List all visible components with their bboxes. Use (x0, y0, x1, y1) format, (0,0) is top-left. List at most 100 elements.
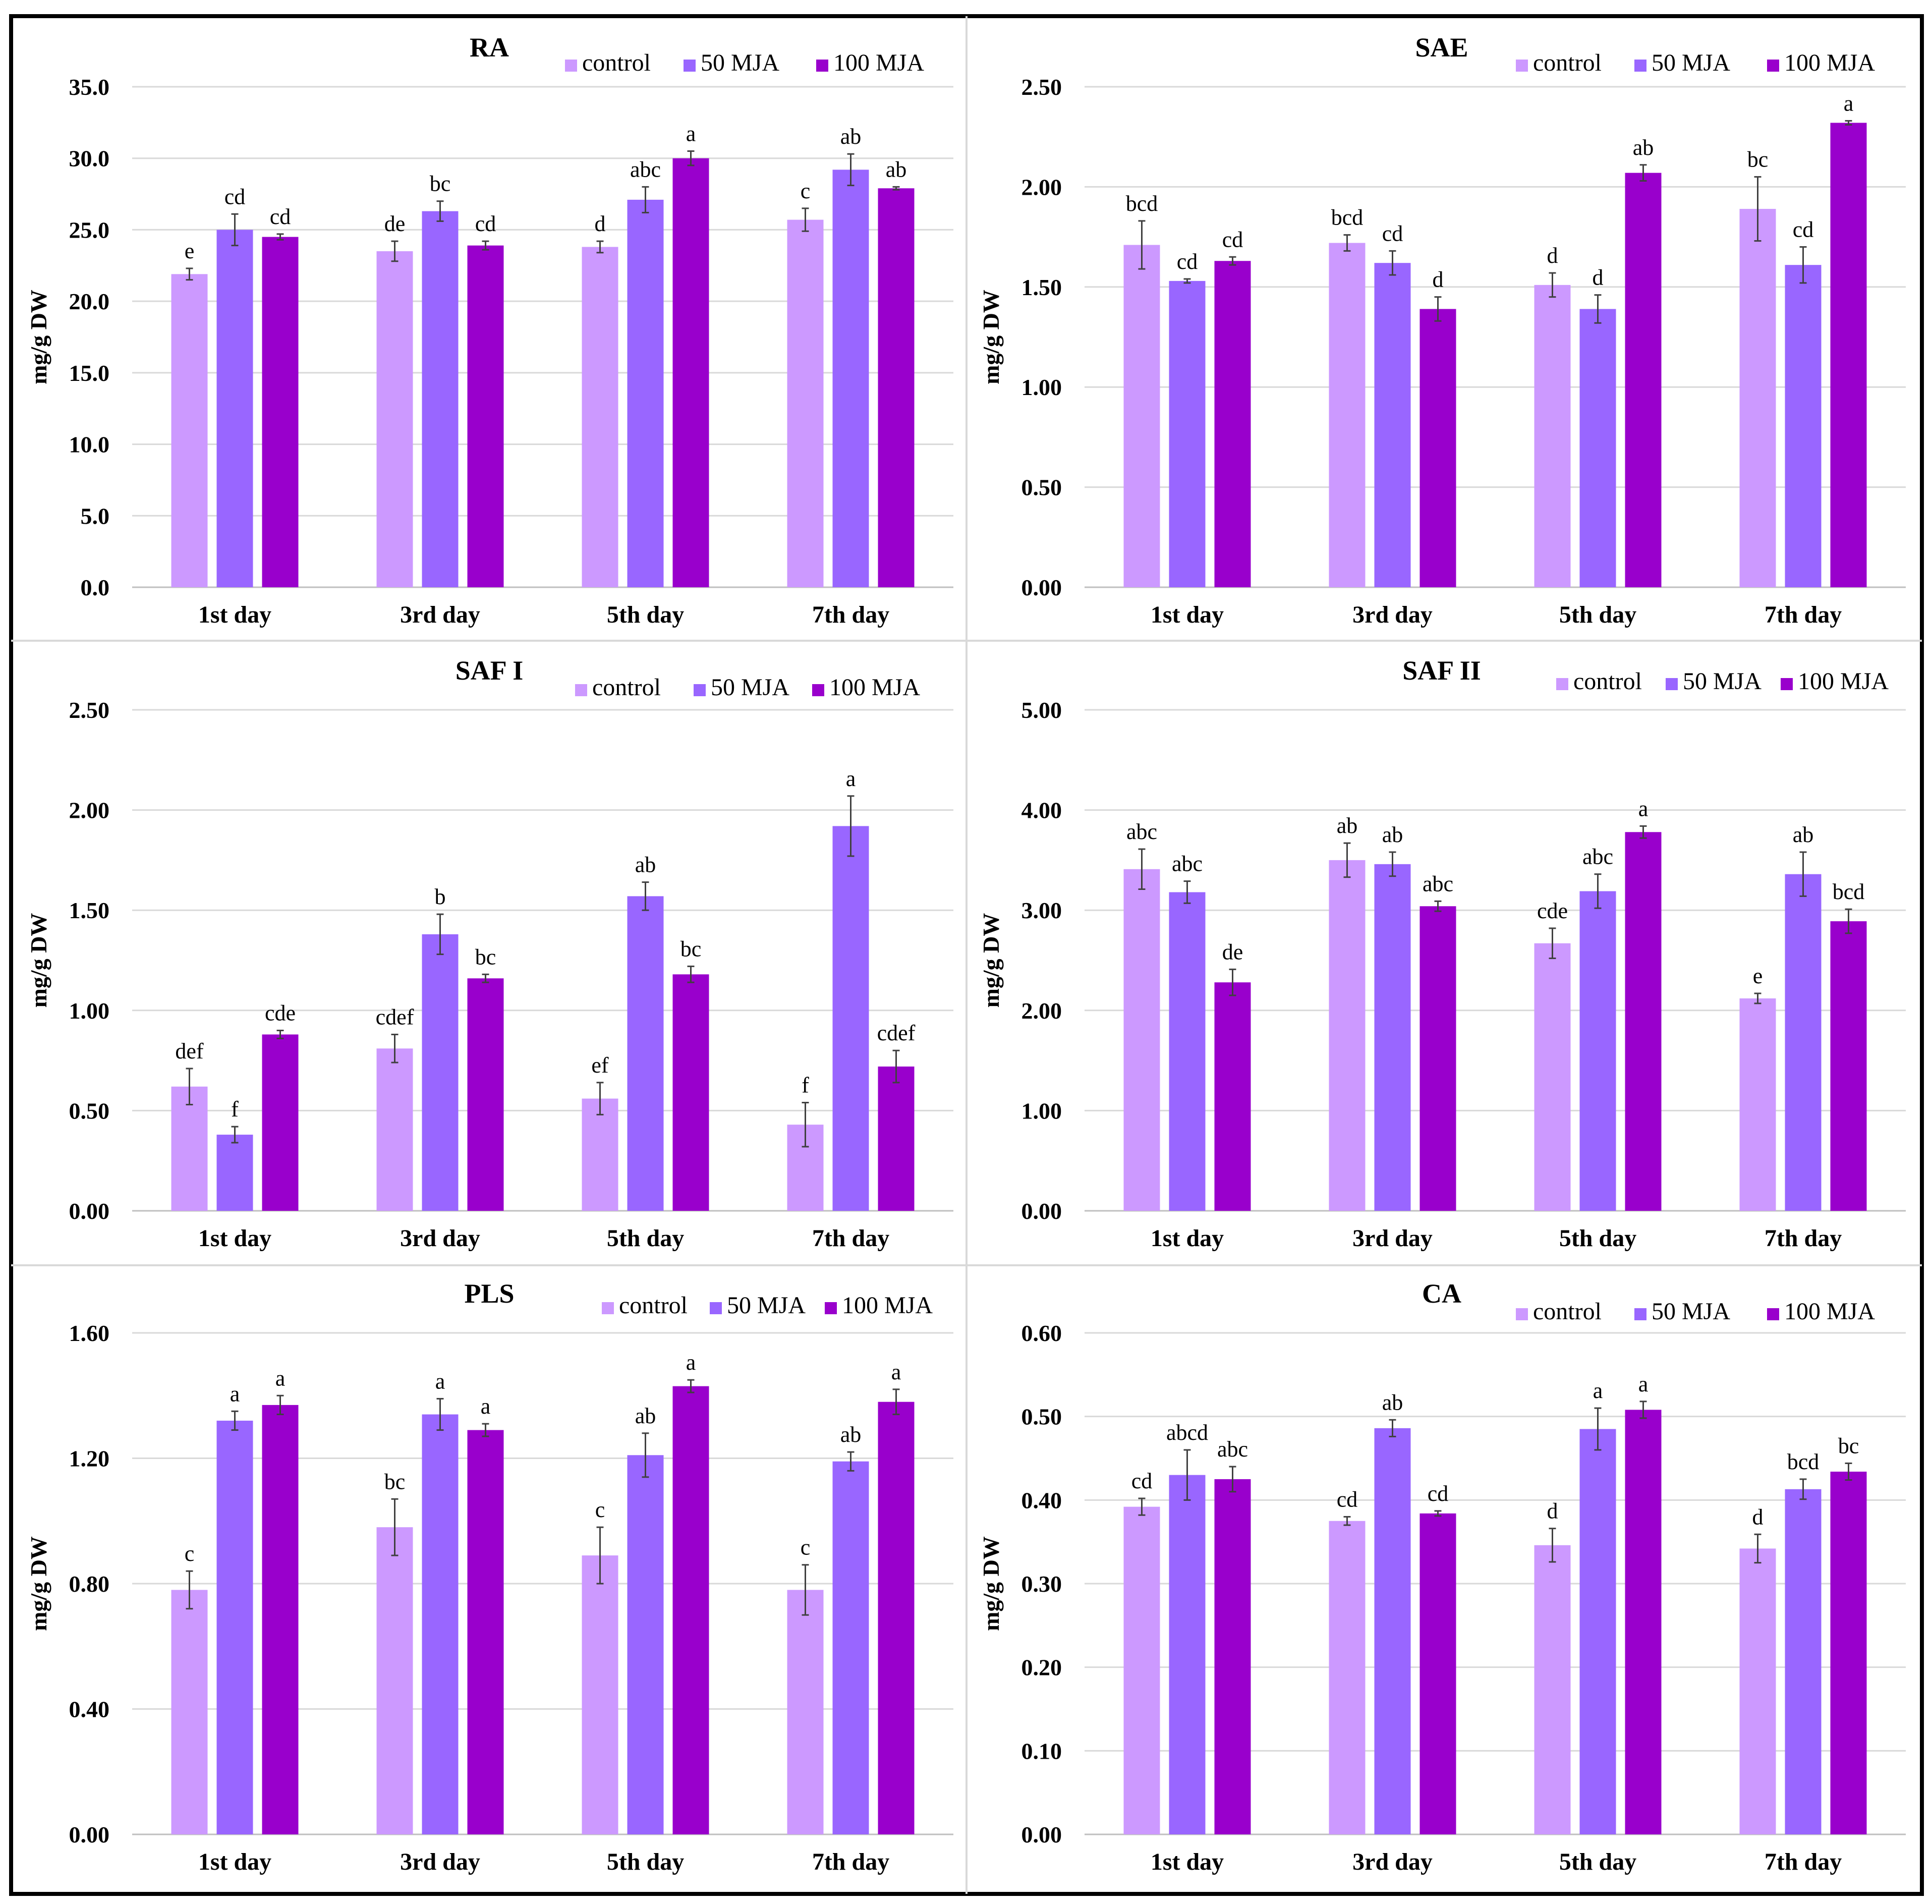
significance-label: d (1752, 1504, 1764, 1529)
legend-swatch-2 (1781, 678, 1793, 690)
y-tick-label: 0.40 (1021, 1487, 1062, 1513)
bar (1739, 1548, 1776, 1834)
bar (627, 896, 664, 1211)
legend-label-0: control (619, 1292, 688, 1319)
bar (1374, 1428, 1411, 1834)
x-tick-label: 7th day (812, 1849, 889, 1875)
legend-swatch-0 (602, 1302, 614, 1314)
x-tick-label: 5th day (607, 601, 684, 628)
bar (1625, 173, 1662, 587)
x-tick-label: 7th day (812, 601, 889, 628)
significance-label: abc (1172, 852, 1203, 876)
bar (878, 1067, 915, 1211)
significance-label: ab (635, 1404, 656, 1428)
bar (422, 934, 459, 1211)
significance-label: bc (475, 944, 496, 969)
bar (1785, 265, 1822, 587)
y-tick-label: 4.00 (1021, 798, 1062, 823)
significance-label: c (185, 1541, 195, 1566)
bar (171, 1590, 208, 1834)
significance-label: ab (886, 157, 907, 182)
bar (672, 974, 709, 1211)
bar (1830, 123, 1867, 587)
significance-label: cd (1793, 217, 1814, 242)
legend-swatch-2 (825, 1302, 837, 1314)
significance-label: de (1222, 939, 1243, 964)
significance-label: bc (1838, 1433, 1859, 1458)
significance-label: f (802, 1073, 809, 1098)
chart-panel-ca: 0.00 0.10 0.20 0.30 0.40 0.50 0.60 CA mg/g DW con… (978, 1278, 1906, 1875)
significance-label: d (595, 211, 606, 236)
significance-label: c (801, 1535, 811, 1560)
significance-label: bc (384, 1469, 406, 1494)
bar (878, 188, 915, 588)
bar (376, 251, 413, 587)
bar (467, 1430, 504, 1834)
bar (1329, 1521, 1366, 1834)
y-tick-label: 0.0 (81, 575, 110, 600)
bar (1123, 245, 1160, 587)
y-axis-label: mg/g DW (26, 290, 51, 384)
significance-label: a (686, 1350, 696, 1375)
y-tick-label: 15.0 (69, 360, 110, 386)
y-tick-label: 1.00 (1021, 374, 1062, 400)
significance-label: a (1638, 1372, 1649, 1396)
significance-label: cd (224, 184, 246, 209)
bar (1214, 261, 1251, 587)
bar (1579, 309, 1616, 587)
x-tick-label: 1st day (1151, 1225, 1224, 1252)
bar (216, 230, 253, 587)
bar (376, 1527, 413, 1834)
x-tick-label: 3rd day (1352, 1849, 1433, 1875)
bar (216, 1420, 253, 1834)
bar (672, 158, 709, 587)
bar (262, 1405, 299, 1834)
bar (1374, 263, 1411, 587)
significance-label: abc (630, 157, 661, 182)
x-tick-label: 5th day (1559, 601, 1636, 628)
x-tick-label: 7th day (812, 1225, 889, 1252)
legend-label-2: 100 MJA (1798, 668, 1889, 695)
legend-label-2: 100 MJA (833, 49, 924, 76)
x-tick-label: 1st day (1151, 1849, 1224, 1875)
legend-swatch-2 (1767, 1308, 1779, 1320)
significance-label: cdef (376, 1004, 414, 1029)
significance-label: abc (1423, 871, 1453, 896)
y-tick-label: 2.00 (1021, 998, 1062, 1024)
legend-swatch-1 (1666, 678, 1678, 690)
y-tick-label: 2.00 (69, 798, 110, 823)
bar (422, 211, 459, 587)
x-tick-label: 7th day (1765, 601, 1842, 628)
legend-label-0: control (1573, 668, 1642, 695)
bar (787, 1590, 824, 1834)
chart-title: SAF I (456, 655, 524, 686)
significance-label: bc (680, 936, 702, 961)
significance-label: def (175, 1039, 204, 1063)
significance-label: a (1844, 91, 1854, 116)
bar (376, 1048, 413, 1211)
significance-label: c (801, 179, 811, 203)
significance-label: cd (270, 204, 291, 229)
y-tick-label: 0.00 (1021, 575, 1062, 600)
y-tick-label: 10.0 (69, 432, 110, 458)
bar (1169, 281, 1206, 587)
y-tick-label: 5.00 (1021, 697, 1062, 723)
y-tick-label: 20.0 (69, 289, 110, 314)
y-tick-label: 0.80 (69, 1571, 110, 1597)
significance-label: a (1593, 1378, 1603, 1403)
y-tick-label: 2.50 (1021, 74, 1062, 100)
bar (787, 219, 824, 587)
y-tick-label: 1.60 (69, 1320, 110, 1346)
bar (582, 247, 618, 587)
y-tick-label: 35.0 (69, 74, 110, 100)
significance-label: a (275, 1366, 286, 1390)
legend-label-2: 100 MJA (1784, 1298, 1875, 1325)
chart-panel-saf-ii: 0.00 1.00 2.00 3.00 4.00 5.00 SAF II mg/g DW con… (978, 655, 1906, 1252)
bar (1785, 1489, 1822, 1834)
significance-label: de (384, 211, 406, 236)
significance-label: abc (1582, 845, 1613, 869)
significance-label: d (1547, 243, 1558, 268)
significance-label: cd (1222, 227, 1243, 252)
chart-panel-ra: 0.0 5.0 10.0 15.0 20.0 25.0 30.0 35.0 RA mg/g DW c… (26, 32, 953, 628)
y-tick-label: 0.50 (69, 1098, 110, 1124)
